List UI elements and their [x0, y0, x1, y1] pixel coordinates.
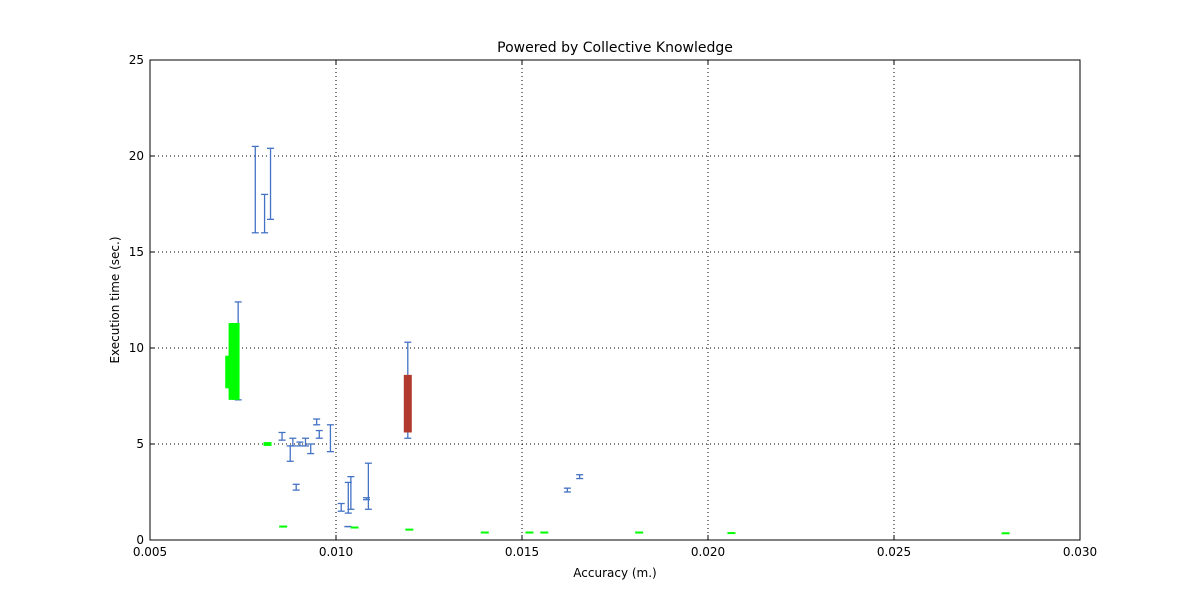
range-bar [540, 531, 549, 534]
x-tick-label: 0.005 [133, 545, 167, 559]
x-tick-label: 0.010 [319, 545, 353, 559]
error-bar [301, 437, 309, 447]
error-bar [326, 424, 334, 453]
grid-layer [150, 60, 1080, 540]
plot-frame [149, 59, 1081, 541]
error-bar [364, 462, 372, 510]
error-bar [307, 443, 315, 455]
y-tick-label: 10 [129, 341, 144, 355]
range-bar [403, 374, 412, 433]
error-bar [251, 145, 259, 234]
error-bar [347, 475, 355, 510]
y-tick-label: 5 [136, 437, 144, 451]
x-tick-label: 0.030 [1063, 545, 1097, 559]
x-tick-label: 0.020 [691, 545, 725, 559]
range-bar [231, 323, 240, 400]
y-tick-label: 25 [129, 53, 144, 67]
range-bar [635, 531, 644, 534]
error-bar [292, 483, 300, 491]
range-bar [405, 528, 414, 531]
range-bar [727, 532, 736, 535]
error-bar [337, 502, 345, 512]
range-bar [525, 531, 534, 534]
x-tick-label: 0.015 [505, 545, 539, 559]
error-bar [267, 147, 275, 221]
range-bar [480, 531, 489, 534]
error-bar [563, 487, 571, 493]
x-axis-label: Accuracy (m.) [573, 566, 656, 580]
chart-title: Powered by Collective Knowledge [497, 40, 733, 56]
error-bar [313, 418, 321, 426]
tick-layer: 0.005 0.010 0.015 0.020 0.025 0.030 0 5 10 15 20 25 [129, 53, 1097, 559]
error-bar [576, 474, 584, 480]
error-bar [315, 429, 323, 439]
error-bar [363, 497, 371, 501]
range-bar [350, 526, 359, 529]
y-tick-label: 20 [129, 149, 144, 163]
error-bar [278, 431, 286, 441]
y-tick-label: 15 [129, 245, 144, 259]
y-axis-label: Execution time (sec.) [108, 236, 122, 363]
y-tick-label: 0 [136, 533, 144, 547]
range-bar [279, 525, 288, 528]
data-layer [225, 145, 1010, 535]
error-bar [261, 193, 269, 234]
range-bar [263, 442, 272, 446]
error-bar [289, 437, 297, 447]
x-tick-label: 0.025 [877, 545, 911, 559]
range-bar [1001, 532, 1010, 535]
